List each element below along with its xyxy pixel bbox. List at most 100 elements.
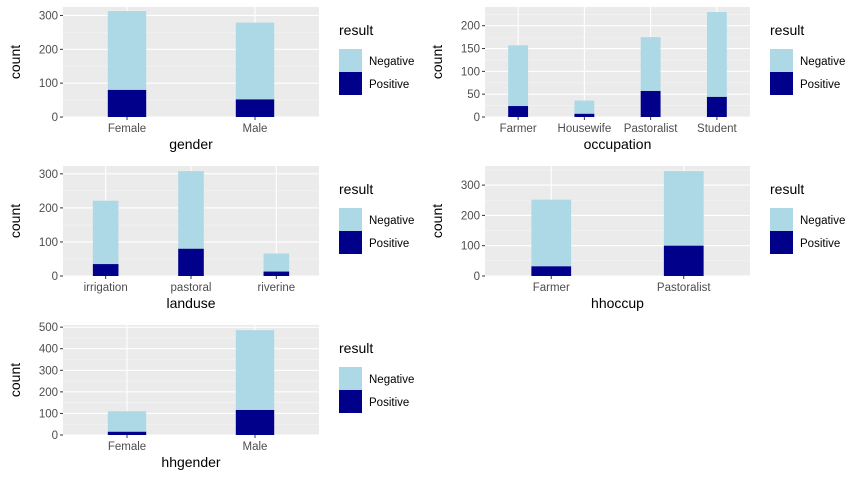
legend-key-Positive xyxy=(770,72,793,95)
y-tick-label: 400 xyxy=(39,344,58,356)
x-tick-label: Farmer xyxy=(500,123,537,135)
legend-title: result xyxy=(339,340,373,356)
x-tick-label: Housewife xyxy=(558,123,612,135)
x-tick-label: Pastoralist xyxy=(624,123,678,135)
bar-negative-Housewife xyxy=(574,100,595,114)
legend-label-Positive: Positive xyxy=(800,79,840,91)
bar-negative-irrigation xyxy=(92,200,119,265)
x-axis-title: hhgender xyxy=(161,454,221,470)
y-tick-label: 0 xyxy=(52,271,58,283)
legend-label-Positive: Positive xyxy=(369,79,409,91)
x-tick-label: irrigation xyxy=(84,282,128,294)
bar-negative-pastoral xyxy=(178,171,204,249)
x-tick-label: pastoral xyxy=(171,282,212,294)
panel-background xyxy=(485,166,750,276)
bar-positive-irrigation xyxy=(92,264,119,276)
y-tick-label: 200 xyxy=(461,210,480,222)
y-tick-label: 0 xyxy=(52,430,58,442)
y-tick-label: 0 xyxy=(52,112,58,124)
x-tick-label: Female xyxy=(108,123,146,135)
y-tick-label: 100 xyxy=(461,241,480,253)
y-tick-label: 300 xyxy=(39,10,58,22)
x-tick-label: Farmer xyxy=(533,282,570,294)
bar-negative-Female xyxy=(107,411,147,432)
bar-positive-Farmer xyxy=(531,266,572,276)
y-tick-label: 100 xyxy=(39,237,58,249)
legend-label-Positive: Positive xyxy=(369,397,409,409)
legend: result Negative Positive xyxy=(770,181,845,254)
legend: result Negative Positive xyxy=(770,22,845,95)
bar-negative-Student xyxy=(706,12,727,97)
legend-label-Negative: Negative xyxy=(369,56,414,68)
x-tick-label: Female xyxy=(108,441,146,453)
legend-key-Positive xyxy=(770,231,793,254)
legend: result Negative Positive xyxy=(339,22,414,95)
y-tick-label: 0 xyxy=(474,112,480,124)
y-axis-title: count xyxy=(7,45,23,79)
chart-panel-gender: 0 100 200 300 Female Male gender count result Neg… xyxy=(7,7,414,152)
chart-panel-occupation: 0 50 100 150 200 Farmer Housewife Pastoralist St… xyxy=(429,7,845,152)
bar-positive-Female xyxy=(107,431,147,435)
y-tick-label: 50 xyxy=(467,89,480,101)
legend-title: result xyxy=(339,22,373,38)
legend-label-Positive: Positive xyxy=(369,238,409,250)
legend-key-Positive xyxy=(339,390,362,413)
legend-label-Negative: Negative xyxy=(369,374,414,386)
bar-positive-riverine xyxy=(263,271,290,276)
legend-title: result xyxy=(770,181,804,197)
bar-negative-Farmer xyxy=(508,45,529,107)
bar-positive-Farmer xyxy=(508,106,529,117)
legend-key-Negative xyxy=(339,49,362,72)
y-tick-label: 200 xyxy=(461,21,480,33)
y-axis-title: count xyxy=(429,45,445,79)
bar-positive-pastoral xyxy=(178,248,204,276)
legend-key-Negative xyxy=(339,208,362,231)
y-tick-label: 300 xyxy=(39,169,58,181)
legend: result Negative Positive xyxy=(339,181,414,254)
legend-key-Positive xyxy=(339,231,362,254)
bar-positive-Housewife xyxy=(574,113,595,117)
y-axis-title: count xyxy=(7,363,23,397)
x-axis-title: hhoccup xyxy=(591,295,644,311)
y-axis-title: count xyxy=(429,204,445,238)
bar-negative-riverine xyxy=(263,253,290,272)
bar-positive-Female xyxy=(107,89,147,117)
y-tick-label: 100 xyxy=(39,408,58,420)
y-tick-label: 150 xyxy=(461,44,480,56)
x-axis-title: occupation xyxy=(584,136,652,152)
bar-negative-Male xyxy=(235,22,275,100)
bar-negative-Pastoralist xyxy=(663,171,704,246)
chart-panel-hhoccup: 0 100 200 300 Farmer Pastoralist hhoccup count r… xyxy=(429,166,845,311)
x-axis-title: landuse xyxy=(166,295,215,311)
bar-negative-Pastoralist xyxy=(640,37,661,91)
y-tick-label: 100 xyxy=(39,78,58,90)
y-tick-label: 200 xyxy=(39,203,58,215)
legend-title: result xyxy=(339,181,373,197)
legend-label-Negative: Negative xyxy=(800,56,845,68)
y-axis-title: count xyxy=(7,204,23,238)
chart-panel-hhgender: 0 100 200 300 400 500 Female Male hhgender count r… xyxy=(7,322,414,470)
y-tick-label: 100 xyxy=(461,66,480,78)
x-tick-label: Male xyxy=(243,123,268,135)
legend-key-Positive xyxy=(339,72,362,95)
y-tick-label: 200 xyxy=(39,44,58,56)
legend-label-Positive: Positive xyxy=(800,238,840,250)
bar-positive-Male xyxy=(235,409,275,435)
panel-background xyxy=(63,7,319,117)
bar-positive-Student xyxy=(706,96,727,117)
x-tick-label: riverine xyxy=(257,282,295,294)
y-tick-label: 500 xyxy=(39,322,58,334)
y-tick-label: 0 xyxy=(474,271,480,283)
legend-key-Negative xyxy=(770,49,793,72)
y-tick-label: 200 xyxy=(39,387,58,399)
bar-negative-Female xyxy=(107,11,147,90)
legend-key-Negative xyxy=(770,208,793,231)
bar-positive-Pastoralist xyxy=(663,245,704,276)
chart-panel-landuse: 0 100 200 300 irrigation pastoral riverine land… xyxy=(7,166,414,311)
x-axis-title: gender xyxy=(169,136,213,152)
y-tick-label: 300 xyxy=(461,180,480,192)
x-tick-label: Student xyxy=(697,123,737,135)
legend-title: result xyxy=(770,22,804,38)
